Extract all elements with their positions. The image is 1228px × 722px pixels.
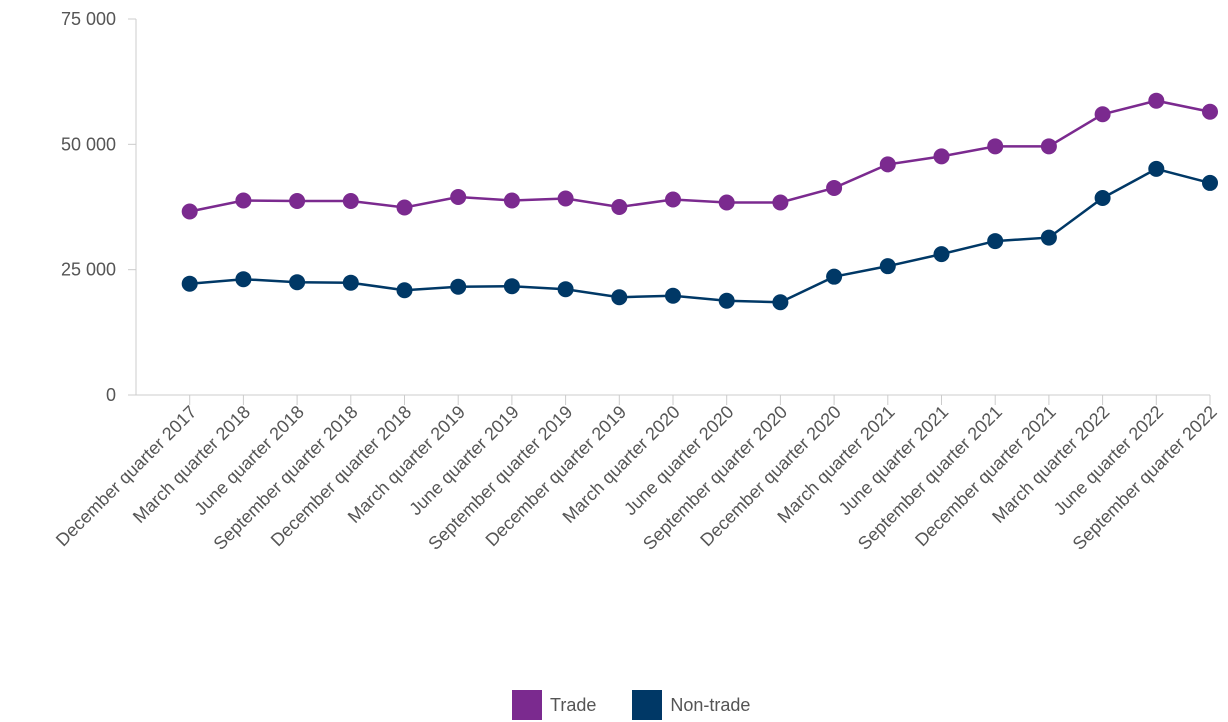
data-point-non-trade	[665, 287, 681, 304]
data-point-trade	[342, 192, 359, 209]
legend-label-nontrade: Non-trade	[670, 694, 751, 715]
data-point-trade	[557, 190, 574, 207]
data-point-non-trade	[181, 275, 198, 292]
data-point-trade	[181, 203, 198, 220]
data-point-trade	[665, 191, 681, 208]
data-point-non-trade	[611, 289, 628, 306]
data-point-trade	[987, 138, 1004, 155]
data-point-trade	[1094, 106, 1111, 123]
data-point-non-trade	[1094, 189, 1111, 206]
data-point-non-trade	[289, 274, 306, 291]
series-line-trade	[189, 99, 1211, 213]
legend-item-nontrade[interactable]: Non-trade	[632, 690, 750, 720]
data-point-trade	[503, 192, 520, 209]
data-point-non-trade	[1202, 174, 1218, 191]
nontrade-swatch	[632, 690, 663, 720]
data-point-non-trade	[987, 233, 1004, 250]
data-point-non-trade	[879, 258, 896, 275]
data-point-non-trade	[772, 294, 789, 311]
data-point-trade	[772, 194, 789, 211]
data-point-non-trade	[557, 281, 574, 298]
data-point-non-trade	[450, 278, 467, 295]
data-point-non-trade	[1148, 160, 1165, 177]
y-tick-label: 75 000	[61, 9, 116, 29]
data-point-non-trade	[503, 278, 520, 295]
data-point-non-trade	[396, 282, 413, 299]
data-point-trade	[718, 194, 735, 211]
y-tick-label: 25 000	[61, 260, 116, 280]
legend: Trade Non-trade	[512, 690, 786, 720]
trade-swatch	[512, 690, 542, 720]
data-point-trade	[879, 156, 896, 173]
data-point-non-trade	[1040, 229, 1057, 246]
data-point-non-trade	[235, 271, 252, 288]
data-point-trade	[450, 188, 467, 205]
data-point-trade	[933, 148, 950, 165]
data-point-trade	[826, 179, 843, 196]
series-line-non-trade	[189, 167, 1211, 304]
data-point-non-trade	[826, 268, 843, 285]
data-point-trade	[1040, 138, 1057, 155]
y-tick-label: 50 000	[61, 134, 116, 154]
y-tick-label: 0	[106, 385, 116, 405]
data-point-trade	[1148, 92, 1165, 109]
data-point-non-trade	[342, 274, 359, 291]
data-point-non-trade	[718, 292, 735, 309]
data-point-trade	[289, 192, 306, 209]
legend-item-trade[interactable]: Trade	[512, 690, 596, 720]
legend-label-trade: Trade	[550, 694, 597, 715]
data-point-trade	[611, 199, 628, 215]
data-point-trade	[396, 199, 413, 216]
data-point-non-trade	[933, 246, 950, 263]
data-point-trade	[235, 192, 252, 209]
data-point-trade	[1202, 103, 1218, 120]
